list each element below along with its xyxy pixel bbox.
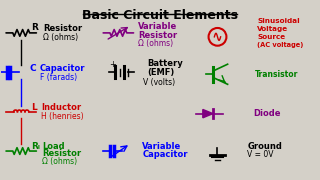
Polygon shape	[203, 109, 213, 118]
Text: V = 0V: V = 0V	[247, 150, 274, 159]
Text: V (volts): V (volts)	[143, 78, 175, 87]
Text: Ground: Ground	[247, 142, 282, 151]
Text: Resistor: Resistor	[138, 31, 177, 40]
Text: Resistor: Resistor	[43, 24, 82, 33]
Text: Variable: Variable	[142, 142, 181, 151]
Text: Variable: Variable	[138, 22, 178, 32]
Text: Capacitor: Capacitor	[40, 64, 85, 73]
Text: Sinusoidal: Sinusoidal	[257, 18, 300, 24]
Text: (AC voltage): (AC voltage)	[257, 42, 304, 48]
Text: R: R	[31, 23, 38, 32]
Text: Diode: Diode	[253, 109, 281, 118]
Text: Basic Circuit Elements: Basic Circuit Elements	[82, 9, 238, 22]
Text: Ω (ohms): Ω (ohms)	[43, 33, 78, 42]
Text: Source: Source	[257, 34, 285, 40]
Text: (EMF): (EMF)	[147, 68, 174, 77]
Text: Resistor: Resistor	[42, 150, 81, 159]
Text: Voltage: Voltage	[257, 26, 288, 32]
Text: H (henries): H (henries)	[41, 112, 84, 121]
Text: Ω (ohms): Ω (ohms)	[138, 39, 173, 48]
Text: Transistor: Transistor	[255, 70, 299, 79]
Text: Load: Load	[42, 142, 65, 151]
Text: Battery: Battery	[147, 59, 183, 68]
Text: Ω (ohms): Ω (ohms)	[42, 157, 77, 166]
Text: Inductor: Inductor	[41, 103, 81, 112]
Text: Capacitor: Capacitor	[142, 150, 188, 159]
Text: F (farads): F (farads)	[40, 73, 77, 82]
Text: L: L	[31, 103, 37, 112]
Text: C: C	[29, 64, 36, 73]
Text: +: +	[109, 60, 116, 69]
Text: Rₗ: Rₗ	[31, 142, 40, 151]
